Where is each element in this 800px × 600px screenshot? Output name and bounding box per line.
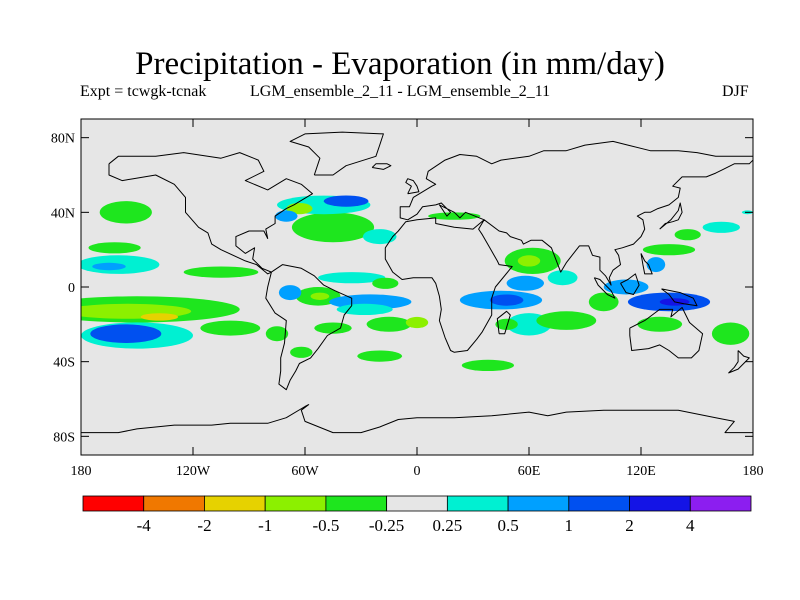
- anomaly-region-26: [314, 322, 352, 334]
- colorbar-bin-3: [264, 495, 327, 512]
- experiment-label: Expt = tcwgk-tcnak: [80, 83, 207, 100]
- anomaly-region-3: [99, 201, 152, 224]
- colorbar-label-7: 1: [565, 516, 574, 535]
- map-background: [81, 119, 753, 455]
- colorbar-bin-8: [568, 495, 630, 512]
- anomaly-region-10: [291, 212, 375, 243]
- colorbar-label-3: -0.5: [312, 516, 339, 535]
- colorbar-bin-7: [507, 495, 570, 512]
- anomaly-region-8: [90, 324, 162, 344]
- anomaly-region-27: [265, 326, 289, 342]
- comparison-label: LGM_ensemble_2_11 - LGM_ensemble_2_11: [250, 83, 551, 100]
- anomaly-region-16: [183, 266, 259, 278]
- coast-uk: [405, 178, 420, 195]
- x-tick-label-1: 120W: [176, 464, 211, 479]
- colorbar-bin-6: [446, 495, 509, 512]
- map-axes: 80N 40N 0 40S 80S 180 120W 60W 0 60E 120E 180: [51, 119, 764, 479]
- x-tick-label-4: 60E: [518, 464, 541, 479]
- colorbar-bin-9: [629, 495, 691, 512]
- colorbar-bin-2: [204, 495, 266, 512]
- anomaly-region-35: [428, 212, 481, 220]
- anomaly-region-46: [646, 257, 666, 273]
- colorbar-bin-1: [143, 495, 205, 512]
- coast-australia: [629, 307, 704, 359]
- coast-philippines: [640, 253, 653, 275]
- anomaly-region-39: [547, 270, 578, 286]
- colorbar-bin-5: [386, 495, 448, 512]
- anomaly-region-37: [517, 255, 541, 267]
- anomaly-region-23: [366, 316, 412, 332]
- anomaly-region-50: [702, 221, 740, 233]
- anomaly-region-44: [603, 279, 649, 295]
- coast-new-guinea: [661, 288, 698, 307]
- anomaly-region-40: [536, 311, 597, 330]
- anomaly-region-29: [357, 350, 403, 362]
- colorbar-label-9: 4: [686, 516, 695, 535]
- anomaly-region-47: [674, 229, 701, 241]
- anomaly-region-18: [372, 277, 399, 289]
- coast-greenland: [289, 131, 384, 176]
- colorbar-label-4: -0.25: [369, 516, 404, 535]
- anomaly-region-48: [637, 316, 683, 332]
- coast-iceland: [371, 163, 392, 170]
- colorbar-label-2: -1: [258, 516, 272, 535]
- anomaly-region-2: [92, 262, 126, 271]
- colorbar-label-0: -4: [137, 516, 152, 535]
- anomaly-region-25: [278, 285, 302, 301]
- anomaly-region-24: [405, 316, 429, 329]
- coast-sumatra: [593, 277, 616, 299]
- x-tick-label-3: 0: [414, 464, 421, 479]
- y-tick-label-4: 80S: [53, 430, 75, 445]
- colorbar-bin-10: [689, 495, 752, 512]
- coast-africa-eurasia: [384, 140, 753, 353]
- anomaly-region-28: [290, 346, 313, 358]
- coast-borneo: [620, 273, 640, 295]
- anomaly-region-38: [506, 275, 544, 291]
- season-label: DJF: [722, 83, 749, 100]
- anomaly-region-41: [588, 292, 619, 312]
- colorbar-bin-0: [82, 495, 145, 512]
- anomaly-region-0: [88, 242, 141, 254]
- coastlines: [81, 131, 753, 434]
- anomaly-region-12: [323, 195, 369, 207]
- y-tick-label-0: 80N: [51, 132, 75, 147]
- coast-japan: [659, 202, 683, 230]
- colorbar-label-5: 0.25: [433, 516, 463, 535]
- anomaly-region-33: [495, 318, 518, 330]
- colorbar-bin-4: [325, 495, 388, 512]
- anomaly-region-17: [318, 272, 386, 284]
- coast-madagascar: [496, 310, 511, 335]
- x-tick-label-6: 180: [743, 464, 764, 479]
- coast-north-america: [108, 152, 313, 275]
- anomaly-region-45: [642, 244, 696, 256]
- anomaly-region-31: [489, 294, 524, 306]
- x-tick-label-5: 120E: [626, 464, 656, 479]
- y-tick-label-1: 40N: [51, 206, 75, 221]
- anomaly-region-49: [711, 322, 750, 345]
- y-tick-label-3: 40S: [53, 356, 75, 371]
- colorbar-label-1: -2: [197, 516, 211, 535]
- colorbar: -4 -2 -1 -0.5 -0.25 0.25 0.5 1 2 4: [82, 495, 752, 535]
- anomaly-region-6: [140, 313, 179, 321]
- anomaly-region-34: [461, 359, 514, 371]
- anomaly-region-14: [275, 210, 298, 222]
- y-tick-label-2: 0: [68, 281, 75, 296]
- x-tick-label-0: 180: [71, 464, 92, 479]
- anomaly-region-20: [310, 292, 330, 300]
- anomaly-region-9: [200, 320, 261, 336]
- chart-title: Precipitation - Evaporation (in mm/day): [135, 46, 665, 82]
- coast-antarctica: [81, 404, 753, 434]
- coast-new-zealand: [728, 350, 750, 374]
- colorbar-label-6: 0.5: [497, 516, 518, 535]
- coast-south-america: [265, 264, 353, 391]
- colorbar-label-8: 2: [625, 516, 634, 535]
- x-tick-label-2: 60W: [291, 464, 319, 479]
- anomaly-region-15: [362, 229, 397, 245]
- precip-anomaly-field: [81, 195, 753, 371]
